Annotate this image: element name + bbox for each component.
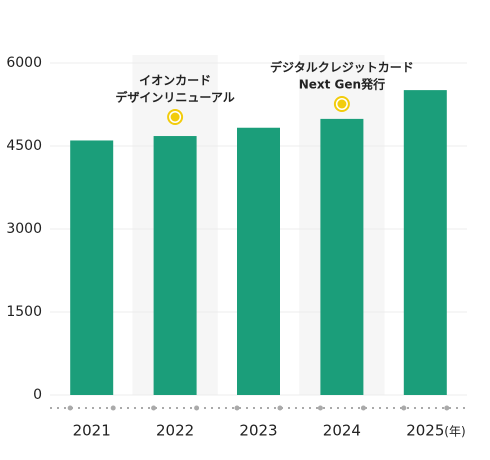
axis-dot	[317, 405, 323, 411]
axis-dot	[234, 405, 240, 411]
y-tick-label: 4500	[6, 138, 42, 154]
axis-dot	[277, 405, 283, 411]
annotation: デジタルクレジットカード	[270, 60, 414, 75]
axis-dot	[444, 405, 450, 411]
annotation: Next Gen発行	[299, 77, 385, 92]
bar	[237, 127, 280, 396]
bar	[153, 136, 197, 396]
y-tick-label: 6000	[6, 55, 42, 71]
x-unit: (年)	[444, 425, 465, 439]
axis-dot	[401, 405, 407, 411]
bar	[320, 118, 364, 396]
bar	[403, 90, 447, 395]
axis-dot	[110, 405, 116, 411]
y-tick-label: 3000	[6, 221, 42, 237]
x-tick-label: 2024	[323, 422, 361, 440]
x-tick-label: 2022	[156, 422, 194, 440]
annotation: イオンカード	[139, 74, 211, 88]
axis-dot	[151, 405, 157, 411]
y-tick-label: 1500	[6, 304, 42, 320]
x-tick-label: 2021	[73, 422, 111, 440]
axis-dot	[67, 405, 73, 411]
annotation: デザインリニューアル	[115, 90, 234, 105]
y-tick-label: 0	[33, 387, 42, 403]
x-tick-label: 2025	[406, 422, 444, 440]
axis-dot	[360, 405, 366, 411]
bar	[70, 140, 114, 395]
axis-dot	[194, 405, 200, 411]
marker	[170, 112, 180, 122]
marker	[337, 99, 347, 109]
x-tick-label: 2023	[239, 422, 277, 440]
